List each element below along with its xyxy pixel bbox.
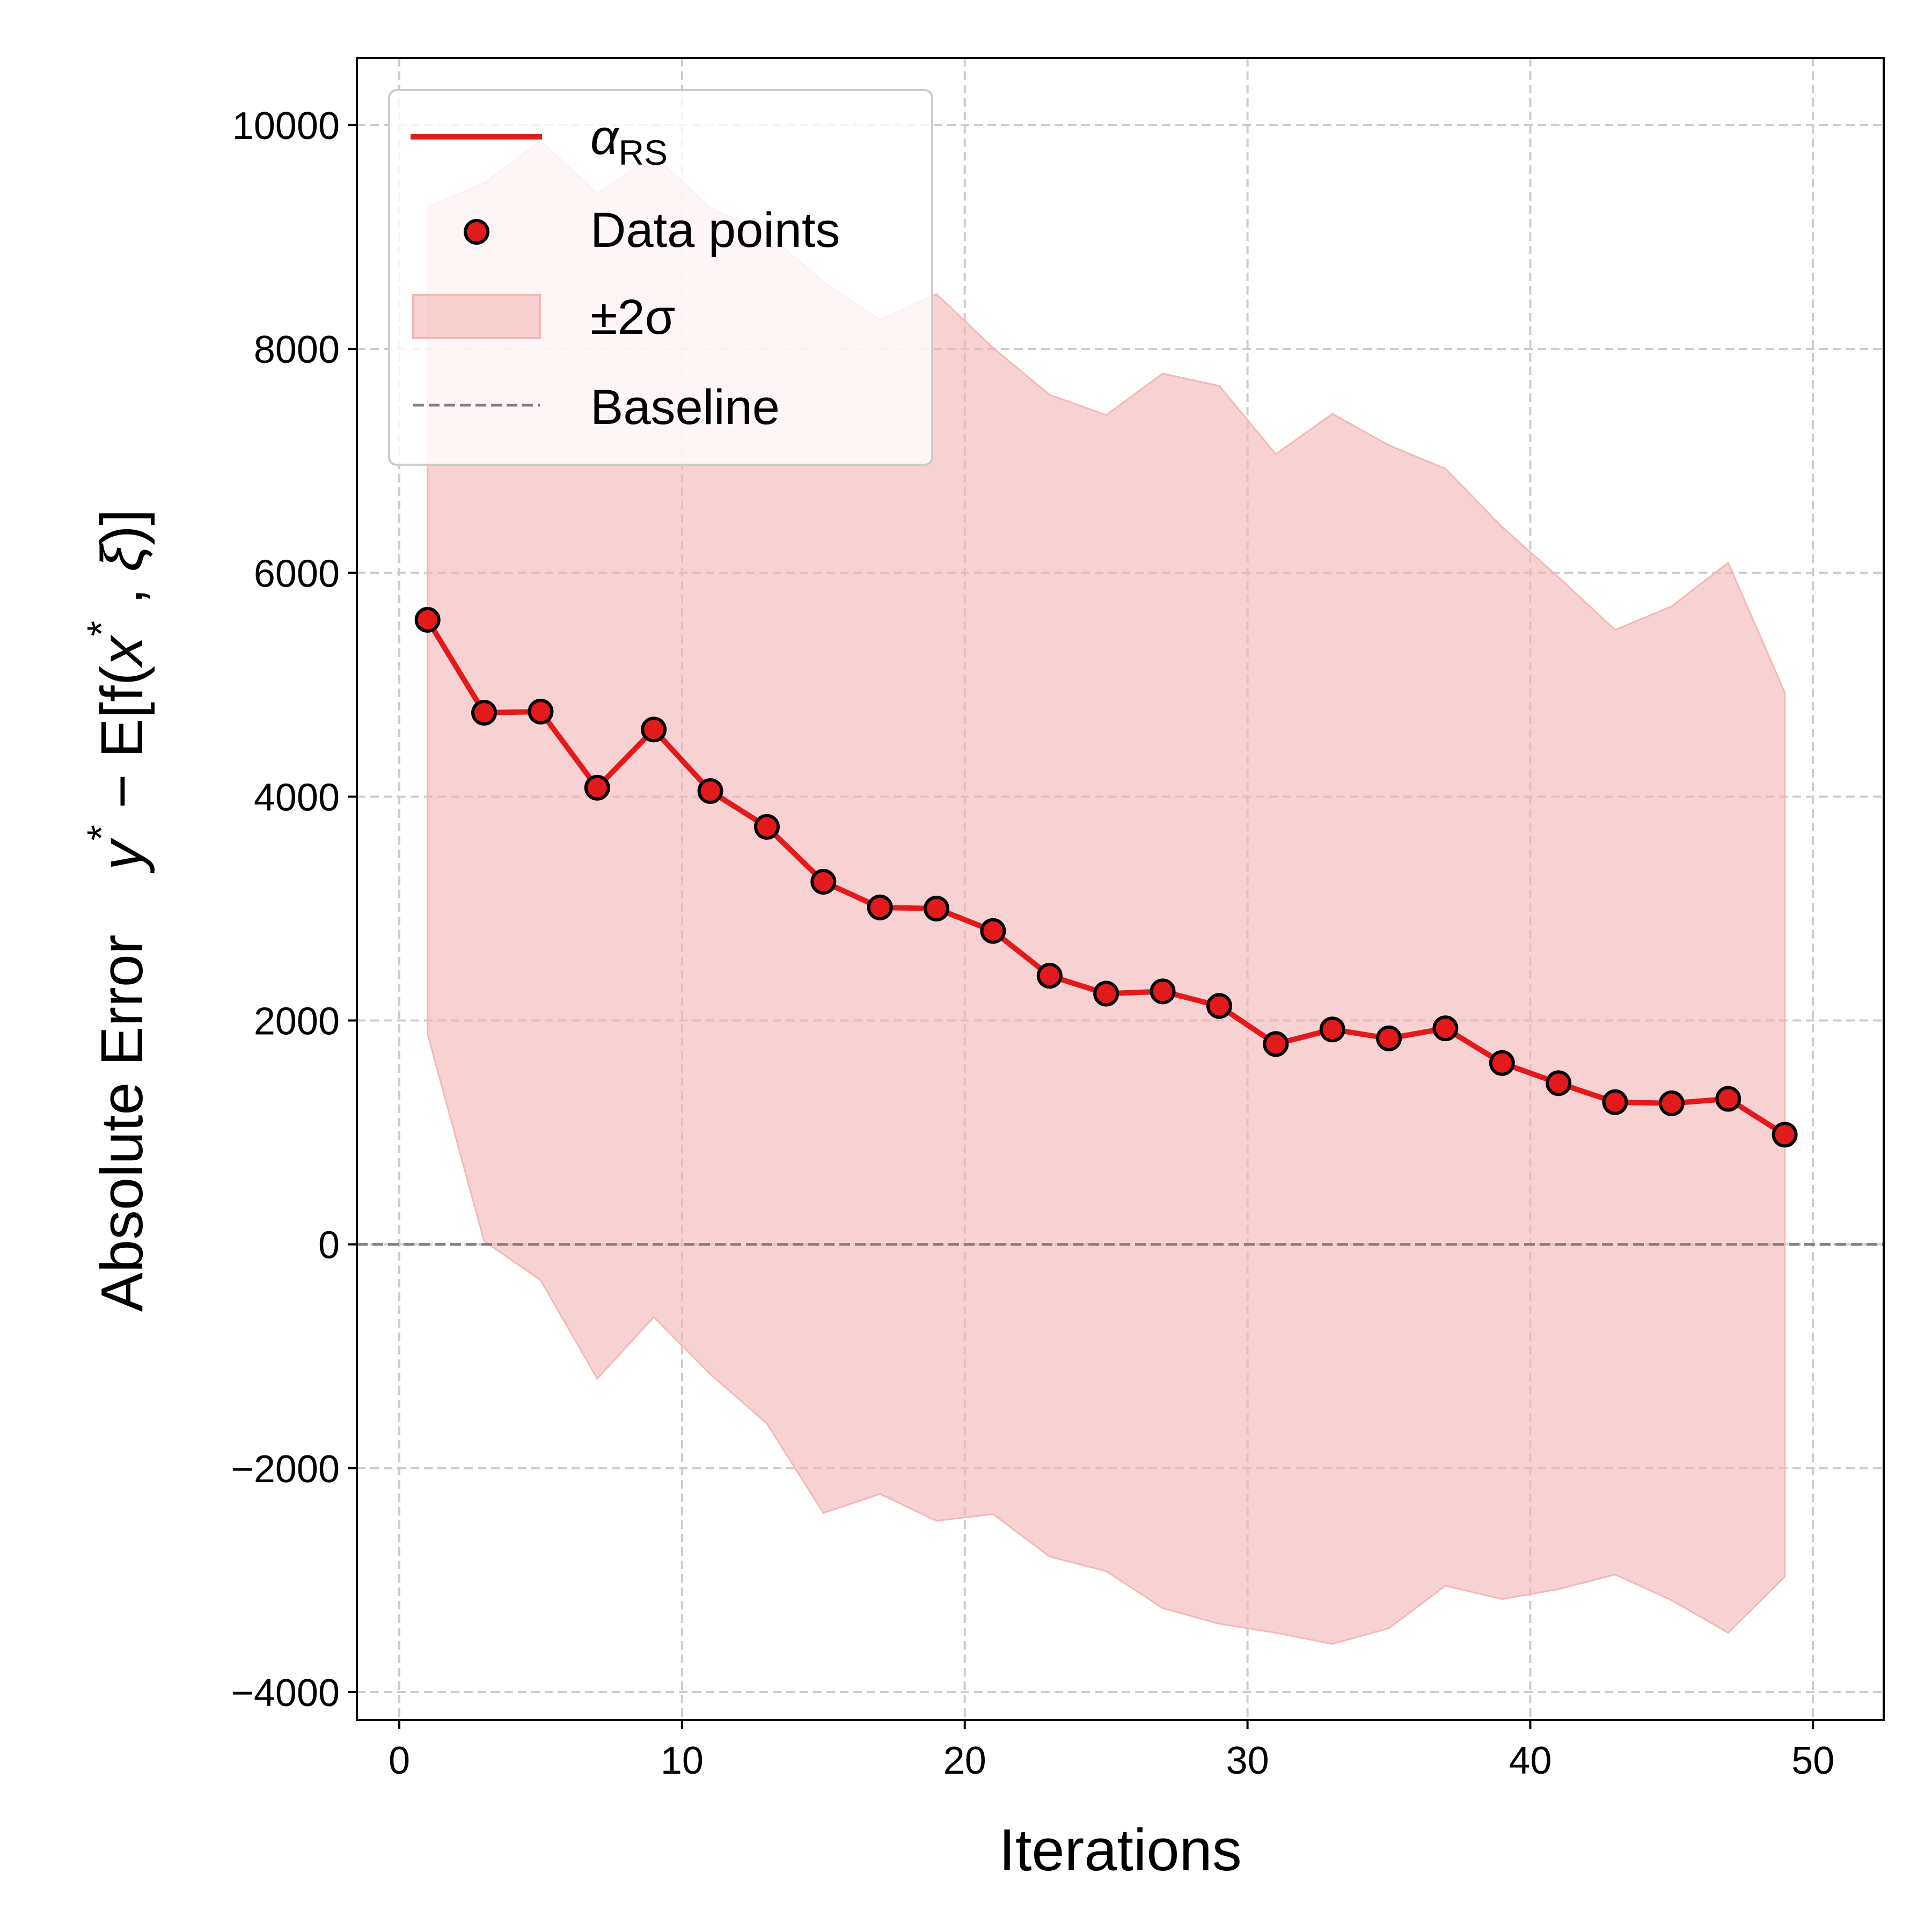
data-point: [471, 700, 497, 726]
legend-band-swatch: [412, 294, 541, 339]
data-point: [584, 774, 610, 801]
y-axis-label-xi: ξ: [89, 543, 155, 572]
data-point: [528, 698, 554, 724]
data-point: [414, 606, 441, 633]
data-point: [1206, 993, 1232, 1019]
y-tick-label: 0: [318, 1224, 340, 1267]
data-point: [924, 895, 950, 921]
data-point: [1150, 978, 1176, 1005]
y-tick-label: −2000: [231, 1448, 340, 1491]
x-ticks: 0 10 20 30 40 50: [389, 1720, 1834, 1782]
data-point: [1036, 963, 1063, 989]
y-axis-label: Absolute Errory* − E[f(x* , ξ)]: [79, 509, 155, 1312]
y-ticks: −4000 −2000 0 2000 4000 6000 8000 10000: [231, 105, 357, 1715]
legend-label-band: ±2σ: [590, 290, 675, 345]
y-tick-label: −4000: [231, 1672, 340, 1715]
x-tick-label: 40: [1509, 1739, 1552, 1782]
data-point: [1715, 1086, 1741, 1112]
y-tick-label: 4000: [254, 776, 340, 819]
points-layer: [414, 606, 1798, 1148]
data-point: [1489, 1050, 1515, 1076]
plot-frame: [356, 57, 1885, 1721]
x-tick-label: 10: [661, 1739, 704, 1782]
x-tick-label: 0: [389, 1739, 410, 1782]
data-point: [1319, 1016, 1345, 1043]
legend-point-swatch: [464, 219, 489, 245]
data-point: [1432, 1015, 1459, 1042]
y-axis-label-mid: − E[f(: [89, 666, 155, 825]
data-point: [641, 716, 667, 743]
y-axis-label-star2: *: [79, 621, 124, 636]
y-tick-label: 8000: [254, 328, 340, 371]
data-point: [1263, 1031, 1289, 1057]
x-tick-label: 20: [943, 1739, 986, 1782]
y-axis-label-star: *: [79, 825, 124, 840]
y-tick-label: 6000: [254, 552, 340, 595]
legend-label-points: Data points: [590, 203, 840, 258]
data-point: [1546, 1070, 1572, 1096]
y-axis-label-main: Absolute Error: [89, 934, 155, 1312]
data-point: [697, 778, 723, 804]
data-point: [867, 894, 893, 920]
y-axis-label-x: x: [89, 634, 155, 669]
data-point: [1772, 1122, 1798, 1148]
data-point: [1093, 980, 1119, 1007]
data-point: [1658, 1090, 1685, 1116]
data-point: [1602, 1089, 1628, 1115]
data-point: [810, 868, 837, 895]
y-axis-label-y: y: [89, 837, 155, 874]
y-tick-label: 2000: [254, 1000, 340, 1043]
legend-label-baseline: Baseline: [590, 380, 780, 435]
x-axis-label: Iterations: [999, 1817, 1241, 1883]
legend: αRS Data points ±2σ Baseline: [388, 89, 933, 466]
x-tick-label: 30: [1226, 1739, 1269, 1782]
y-tick-label: 10000: [232, 105, 340, 148]
y-axis-label-comma: ,: [89, 572, 155, 621]
x-tick-label: 50: [1791, 1739, 1834, 1782]
legend-box: [388, 89, 933, 466]
data-point: [1376, 1025, 1402, 1051]
y-axis-label-end: )]: [89, 509, 155, 545]
legend-label-series: αRS: [590, 110, 668, 172]
data-point: [980, 918, 1006, 944]
data-point: [753, 814, 780, 840]
